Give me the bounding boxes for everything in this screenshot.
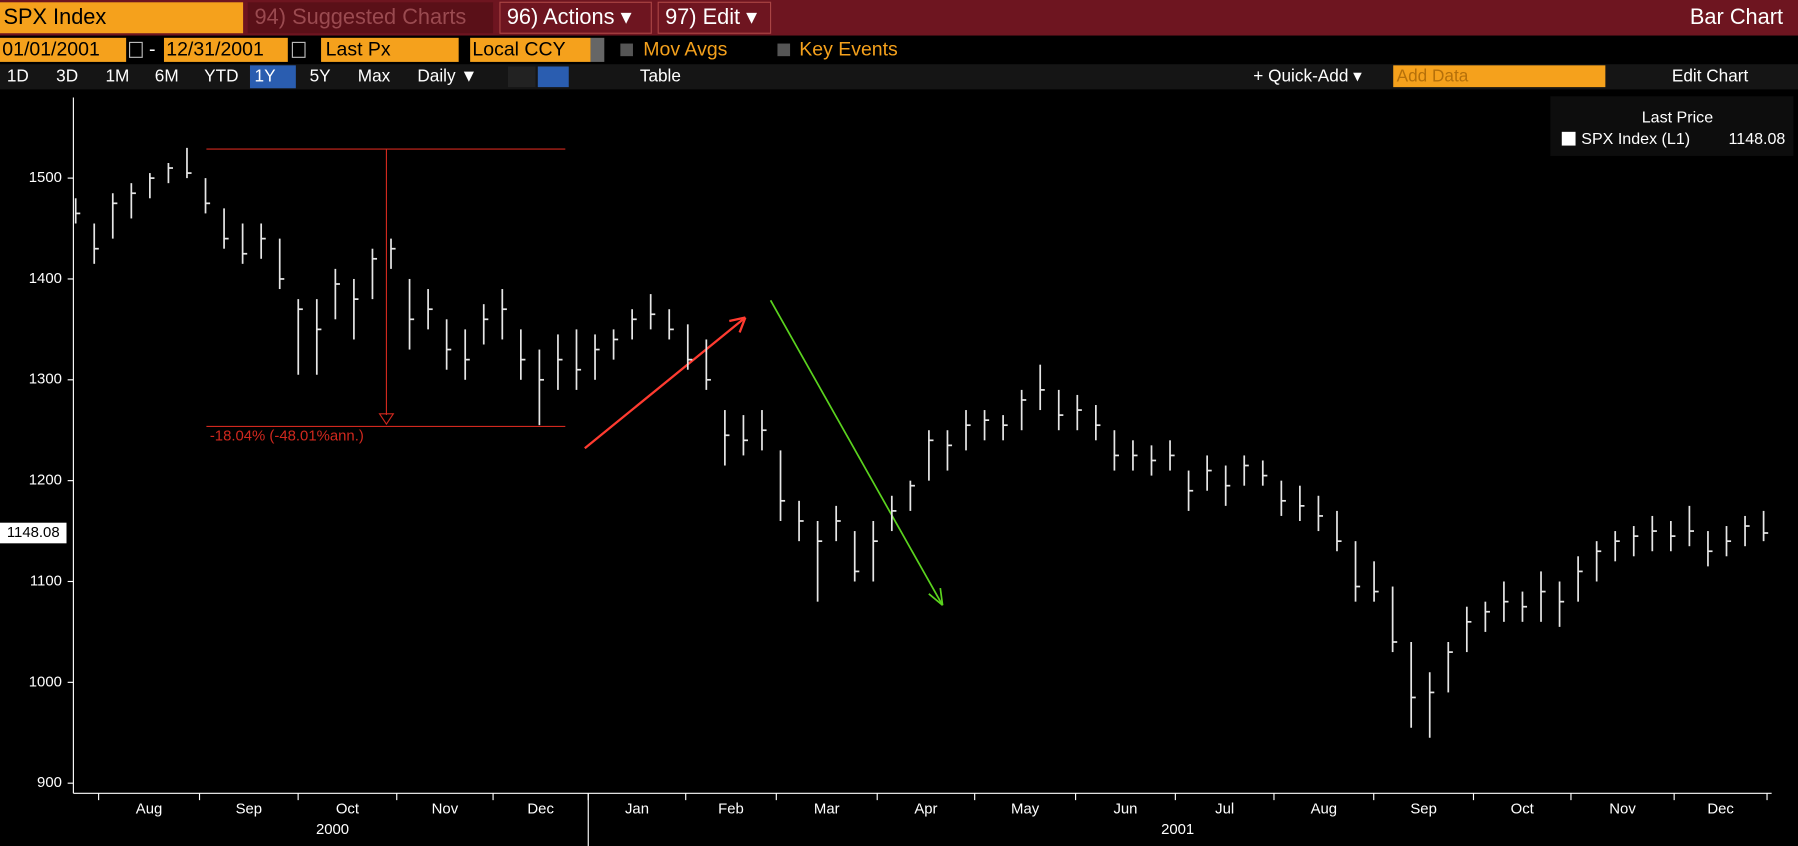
ticker-field[interactable] xyxy=(0,2,244,34)
x-tick-label: Mar xyxy=(814,801,840,817)
line-icon[interactable] xyxy=(507,66,536,88)
x-tick-label: Oct xyxy=(336,801,360,817)
arrow-head xyxy=(928,587,944,606)
field-select[interactable] xyxy=(321,37,459,62)
period-button[interactable]: 1M xyxy=(105,65,129,85)
edit-chart[interactable]: Edit Chart xyxy=(1672,65,1749,85)
period-button[interactable]: 1Y xyxy=(255,65,277,85)
drawdown-tool xyxy=(206,148,566,428)
period-button[interactable]: 1D xyxy=(7,65,29,85)
calendar-icon[interactable] xyxy=(129,41,143,58)
start-date: 01/01/2001 xyxy=(2,39,100,61)
drawdown-arrow xyxy=(378,413,395,426)
start-date-field[interactable] xyxy=(0,37,127,62)
key-events: Key Events xyxy=(799,39,898,61)
date-sep: - xyxy=(149,39,156,61)
legend-title: Last Price xyxy=(1642,108,1713,126)
x-tick-label: Nov xyxy=(432,801,459,817)
y-tick-label: 1400 xyxy=(29,271,62,287)
period-button[interactable]: 6M xyxy=(155,65,179,85)
x-tick-label: May xyxy=(1011,801,1040,817)
x-tick-label: Jul xyxy=(1215,801,1234,817)
x-tick-label: Sep xyxy=(1410,801,1437,817)
x-tick-label: Feb xyxy=(718,801,744,817)
x-tick-label: Jun xyxy=(1113,801,1137,817)
checkbox[interactable] xyxy=(620,43,633,57)
dropdown-arrow[interactable] xyxy=(590,37,605,62)
period-button[interactable]: Max xyxy=(358,65,391,85)
frequency[interactable]: Daily ▼ xyxy=(417,65,477,85)
edit-label: 97) Edit ▾ xyxy=(665,4,757,29)
bar-icon[interactable] xyxy=(537,66,569,88)
x-tick-label: Dec xyxy=(527,801,554,817)
drawdown-label: -18.04% (-48.01%ann.) xyxy=(210,429,364,445)
x-tick-label: Sep xyxy=(236,801,263,817)
add-data: Add Data xyxy=(1397,65,1469,85)
trend-arrow xyxy=(769,299,944,606)
period-button[interactable]: 5Y xyxy=(310,65,332,85)
checkbox[interactable] xyxy=(777,43,791,57)
y-tick-label: 1100 xyxy=(30,573,62,589)
end-date: 12/31/2001 xyxy=(166,39,264,61)
suggested-label: 94) Suggested Charts xyxy=(255,4,467,29)
suggested-button[interactable] xyxy=(247,2,494,34)
arrow-head xyxy=(729,316,747,333)
table-button[interactable]: Table xyxy=(640,65,681,85)
x-tick-label: Aug xyxy=(136,801,163,817)
period-buttons: 1D 3D 1M 6M YTD 1Y 5Y Max xyxy=(7,65,391,89)
actions-button[interactable] xyxy=(499,1,652,34)
legend-box xyxy=(1550,96,1794,156)
last-price-tag xyxy=(0,522,67,544)
currency-label: Local CCY xyxy=(472,39,565,61)
y-tick-label: 1500 xyxy=(29,170,62,186)
x-tick-label: Jan xyxy=(625,801,649,817)
currency-select[interactable] xyxy=(470,37,591,62)
x-tick-label: Aug xyxy=(1311,801,1338,817)
y-tick-label: 1300 xyxy=(29,372,62,388)
x-tick-label: Dec xyxy=(1707,801,1734,817)
y-tick-label: 1000 xyxy=(29,674,62,690)
last-price-label: 1148.08 xyxy=(7,525,60,541)
year-label: 2000 xyxy=(316,822,349,838)
year-label: 2001 xyxy=(1161,822,1194,838)
arrow-line xyxy=(769,299,944,606)
x-tick-label: Apr xyxy=(914,801,937,817)
period-button[interactable]: YTD xyxy=(204,65,238,85)
mov-avgs: Mov Avgs xyxy=(643,39,727,61)
edit-button[interactable] xyxy=(657,1,772,34)
y-tick-label: 1200 xyxy=(29,473,62,489)
arrow-line xyxy=(584,316,747,450)
actions-label: 96) Actions ▾ xyxy=(507,4,632,29)
active-period xyxy=(249,65,296,89)
calendar-icon[interactable] xyxy=(291,41,306,58)
x-tick-label: Nov xyxy=(1609,801,1636,817)
y-tick-label: 900 xyxy=(37,775,62,791)
chart-kind: Bar Chart xyxy=(1690,4,1783,29)
period-button[interactable]: 3D xyxy=(56,65,78,85)
trend-arrow xyxy=(584,316,747,450)
quick-add[interactable]: + Quick-Add ▾ xyxy=(1253,65,1362,85)
plot: 900 1000 1100 1200 1300 1400 1500 Aug Sep Oct Nov D… xyxy=(0,97,1772,846)
ticker: SPX Index xyxy=(3,4,106,29)
add-data-field[interactable] xyxy=(1393,65,1606,88)
legend-value: 1148.08 xyxy=(1729,130,1786,148)
field-label: Last Px xyxy=(326,39,391,61)
x-tick-label: Oct xyxy=(1511,801,1535,817)
legend-label: SPX Index (L1) xyxy=(1581,130,1690,148)
end-date-field[interactable] xyxy=(163,37,288,62)
legend-swatch xyxy=(1561,131,1576,146)
